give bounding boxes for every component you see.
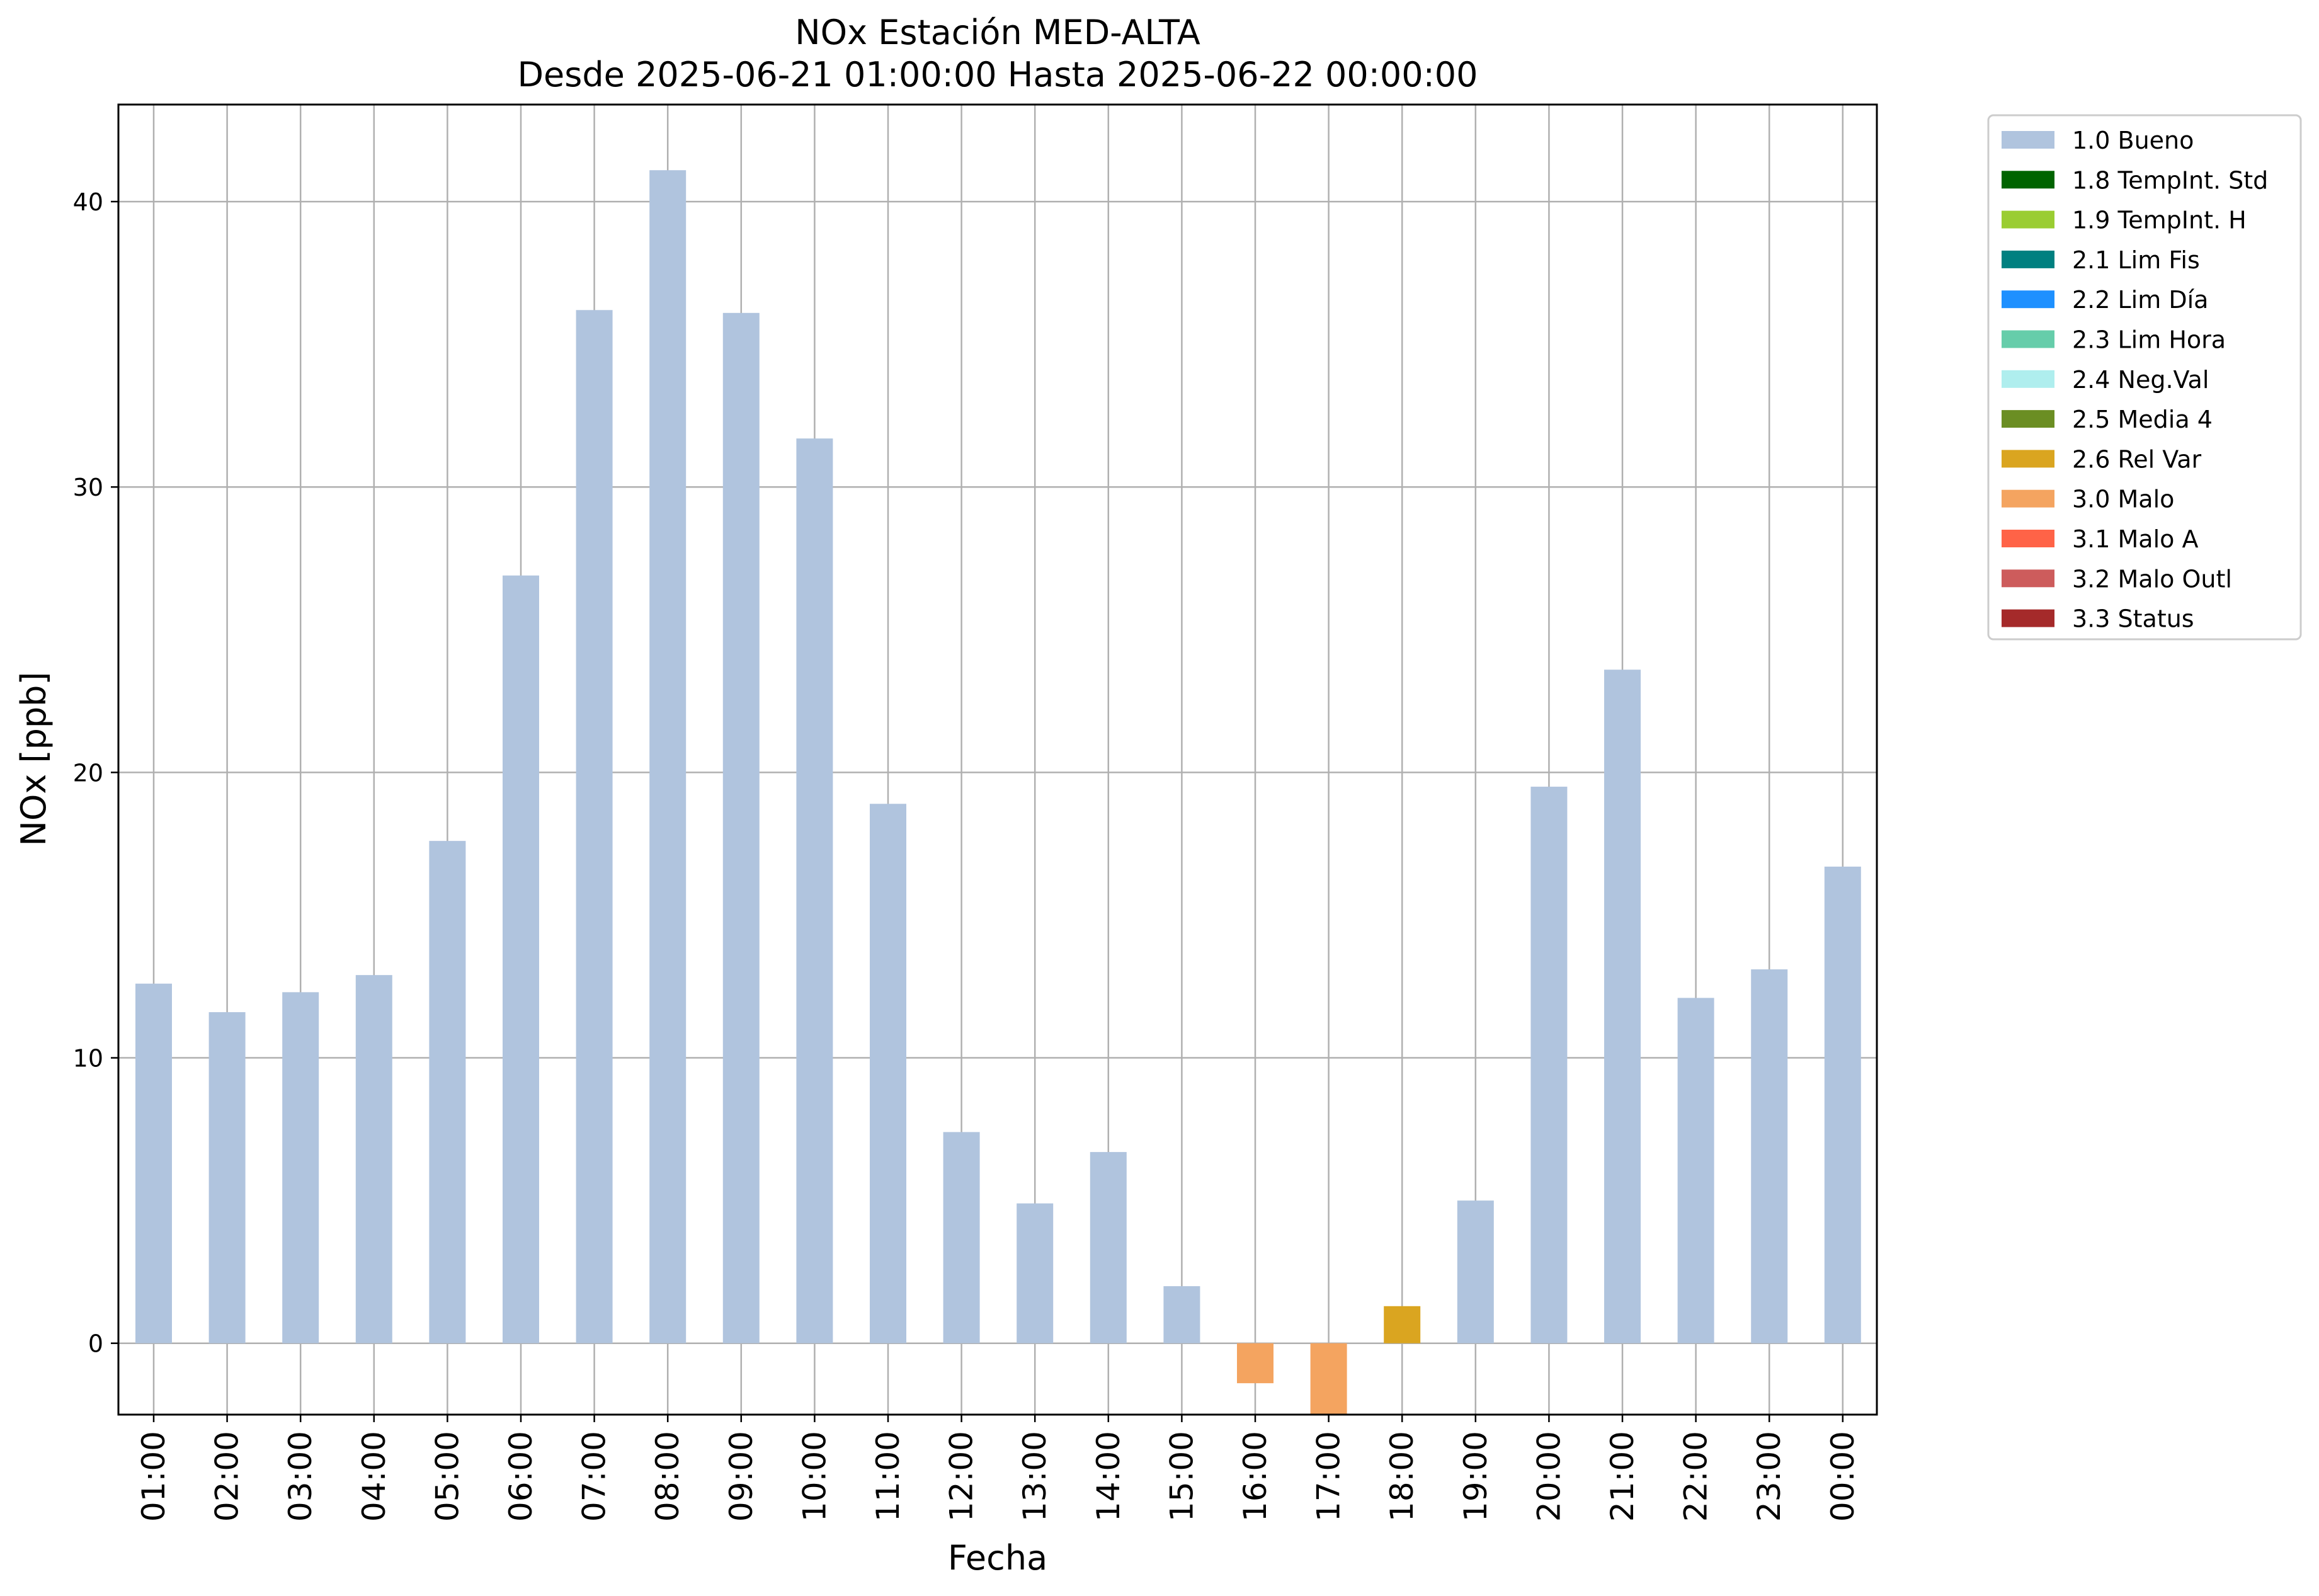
- legend-label: 1.0 Bueno: [2072, 127, 2194, 154]
- bar-1300: [1017, 1203, 1054, 1343]
- bar-0200: [208, 1012, 246, 1343]
- y-axis-label: NOx [ppb]: [14, 672, 54, 846]
- bar-2300: [1751, 969, 1788, 1343]
- bar-0400: [355, 975, 392, 1343]
- legend-label: 2.3 Lim Hora: [2072, 326, 2226, 354]
- legend: 1.0 Bueno 1.8 TempInt. Std 1.9 TempInt. H 2…: [1987, 114, 2302, 641]
- bar-0100: [135, 983, 172, 1343]
- legend-swatch: [2002, 569, 2054, 588]
- bar-1800: [1384, 1306, 1421, 1343]
- legend-label: 3.2 Malo Outl: [2072, 565, 2232, 593]
- bar-0500: [429, 841, 466, 1343]
- legend-label: 2.4 Neg.Val: [2072, 366, 2209, 394]
- legend-swatch: [2002, 290, 2054, 309]
- legend-label: 3.3 Status: [2072, 605, 2194, 633]
- legend-label: 2.1 Lim Fis: [2072, 246, 2200, 274]
- legend-swatch: [2002, 530, 2054, 547]
- legend-label: 3.1 Malo A: [2072, 525, 2198, 553]
- legend-frame: [1987, 114, 2302, 641]
- legend-swatch: [2002, 450, 2054, 468]
- x-tick-label: 01:00: [135, 1431, 172, 1522]
- y-tick-label: 40: [73, 188, 103, 216]
- legend-label: 2.2 Lim Día: [2072, 286, 2208, 314]
- bar-2100: [1604, 670, 1641, 1343]
- legend-swatch: [2002, 609, 2054, 627]
- legend-swatch: [2002, 330, 2054, 348]
- bar-1500: [1163, 1286, 1200, 1343]
- x-tick-label: 11:00: [870, 1431, 906, 1522]
- bars-layer: [135, 170, 1861, 1415]
- bar-1000: [796, 438, 833, 1343]
- bar-0300: [282, 992, 319, 1343]
- bar-0700: [576, 310, 613, 1343]
- bar-1600: [1237, 1343, 1273, 1384]
- legend-swatch: [2002, 489, 2054, 508]
- x-tick-label: 00:00: [1825, 1431, 1861, 1522]
- y-tick-label: 30: [73, 474, 103, 501]
- x-tick-label: 04:00: [356, 1431, 392, 1522]
- y-axis: 0 10 20 30 40: [73, 188, 118, 1358]
- x-tick-label: 06:00: [503, 1431, 539, 1522]
- legend-swatch: [2002, 250, 2054, 268]
- x-tick-label: 13:00: [1017, 1431, 1053, 1522]
- bar-1900: [1457, 1200, 1494, 1343]
- y-tick-label: 0: [88, 1330, 103, 1358]
- y-tick-label: 10: [73, 1045, 103, 1073]
- x-tick-label: 02:00: [209, 1431, 246, 1522]
- x-tick-label: 16:00: [1237, 1431, 1273, 1522]
- x-tick-label: 10:00: [796, 1431, 833, 1522]
- legend-swatch: [2002, 370, 2054, 388]
- x-tick-label: 18:00: [1384, 1431, 1420, 1522]
- legend-swatch: [2002, 210, 2054, 229]
- legend-swatch: [2002, 131, 2054, 149]
- bar-0900: [722, 312, 760, 1343]
- legend-label: 2.6 Rel Var: [2072, 445, 2202, 473]
- bar-2200: [1677, 998, 1714, 1343]
- bar-2000: [1530, 787, 1568, 1343]
- x-tick-label: 17:00: [1311, 1431, 1347, 1522]
- legend-swatch: [2002, 171, 2054, 189]
- chart-title-line1: NOx Estación MED-ALTA: [795, 13, 1200, 52]
- x-tick-label: 12:00: [943, 1431, 980, 1522]
- bar-0600: [503, 575, 539, 1343]
- legend-label: 3.0 Malo: [2072, 486, 2174, 513]
- bar-0000: [1824, 866, 1861, 1343]
- x-tick-label: 20:00: [1530, 1431, 1567, 1522]
- x-tick-label: 09:00: [723, 1431, 760, 1522]
- bar-1200: [943, 1132, 980, 1343]
- x-tick-label: 19:00: [1457, 1431, 1494, 1522]
- x-tick-label: 03:00: [282, 1431, 319, 1522]
- x-tick-label: 21:00: [1604, 1431, 1641, 1522]
- x-tick-label: 14:00: [1090, 1431, 1127, 1522]
- bar-1100: [870, 804, 906, 1343]
- bar-1400: [1090, 1152, 1127, 1343]
- legend-label: 1.8 TempInt. Std: [2072, 166, 2268, 194]
- chart-title-line2: Desde 2025-06-21 01:00:00 Hasta 2025-06-…: [517, 55, 1478, 94]
- x-axis-label: Fecha: [948, 1538, 1047, 1578]
- legend-label: 1.9 TempInt. H: [2072, 207, 2247, 234]
- bar-1700: [1310, 1343, 1347, 1415]
- x-tick-label: 15:00: [1163, 1431, 1200, 1522]
- x-tick-label: 23:00: [1751, 1431, 1787, 1522]
- x-axis: 01:00 02:00 03:00 04:00 05:00 06:00 07:00 08:00…: [135, 1415, 1861, 1522]
- y-tick-label: 20: [73, 759, 103, 787]
- legend-label: 2.5 Media 4: [2072, 406, 2213, 433]
- x-tick-label: 05:00: [429, 1431, 465, 1522]
- x-tick-label: 08:00: [649, 1431, 686, 1522]
- legend-swatch: [2002, 410, 2054, 428]
- plot-frame: [117, 103, 1878, 1416]
- x-tick-label: 07:00: [576, 1431, 613, 1522]
- bar-0800: [649, 170, 687, 1343]
- x-tick-label: 22:00: [1678, 1431, 1714, 1522]
